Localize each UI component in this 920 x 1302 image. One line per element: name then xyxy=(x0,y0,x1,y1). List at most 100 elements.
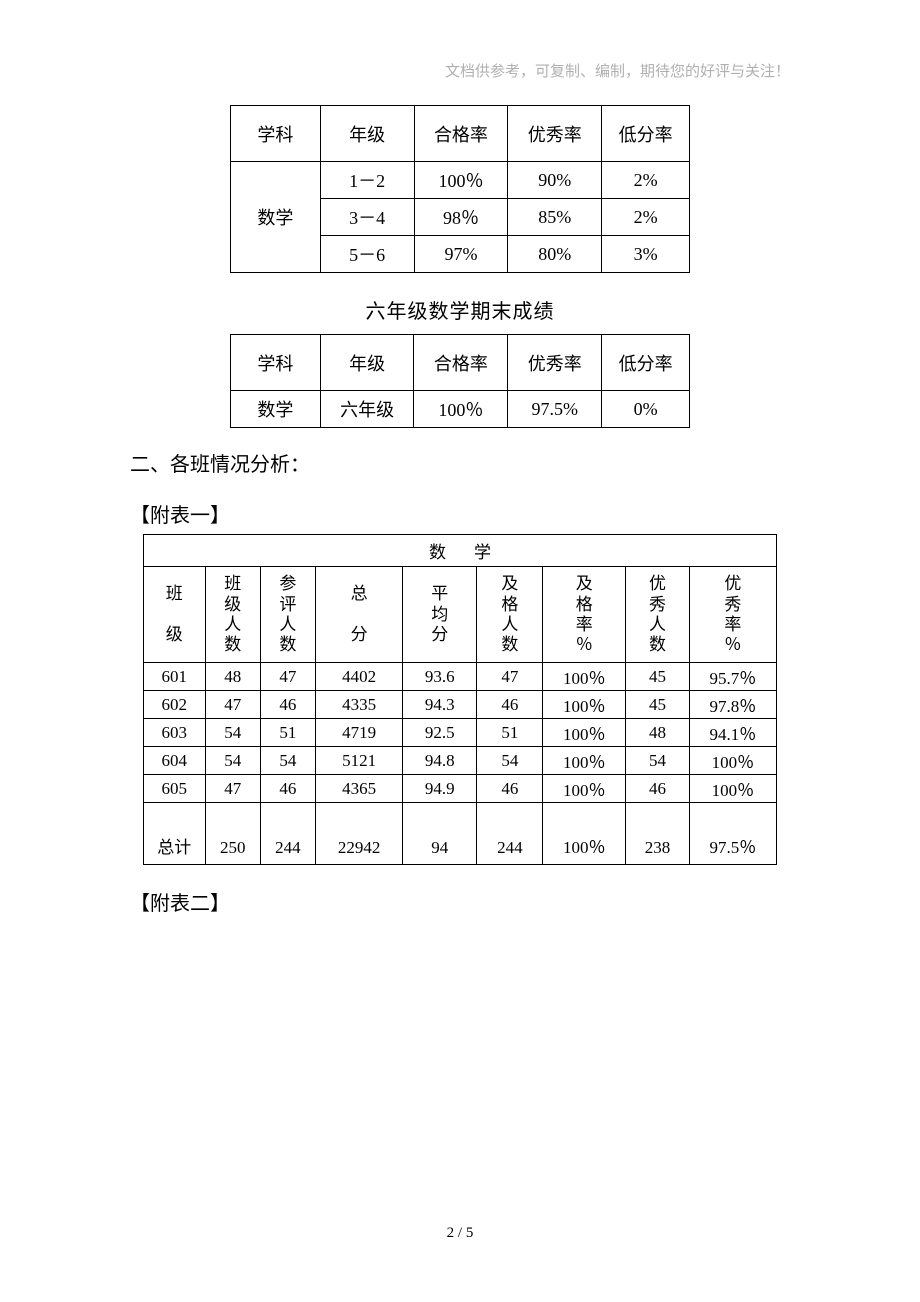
t3-total-size: 250 xyxy=(205,803,260,865)
t3-r1-size: 47 xyxy=(205,691,260,719)
summary-table-2: 学科 年级 合格率 优秀率 低分率 数学 六年级 100％ 97.5% 0% xyxy=(230,334,690,428)
t1-r0-excellent: 90% xyxy=(508,162,602,199)
t3-total-excr: 97.5％ xyxy=(689,803,776,865)
t1-r1-low: 2% xyxy=(602,199,690,236)
table-row: 604 54 54 5121 94.8 54 100％ 54 100％ xyxy=(144,747,777,775)
t3-r1-passn: 46 xyxy=(477,691,543,719)
t1-r0-grade: 1－2 xyxy=(320,162,414,199)
t3-r0-passn: 47 xyxy=(477,663,543,691)
t3-total-label: 总计 xyxy=(144,803,206,865)
t1-r2-grade: 5－6 xyxy=(320,236,414,273)
table-row: 605 47 46 4365 94.9 46 100％ 46 100％ xyxy=(144,775,777,803)
t1-r1-pass: 98％ xyxy=(414,199,508,236)
t3-total-passr: 100％ xyxy=(543,803,626,865)
t3-total-excn: 238 xyxy=(626,803,690,865)
t3-r3-passr: 100％ xyxy=(543,747,626,775)
t3-r4-excn: 46 xyxy=(626,775,690,803)
t3-r3-class: 604 xyxy=(144,747,206,775)
t3-r1-passr: 100％ xyxy=(543,691,626,719)
class-detail-table: 数学 班 级 班级人数 参评人数 总 分 平均分 及格人数 及格率％ 优秀人数 … xyxy=(143,534,777,865)
t2-low: 0% xyxy=(602,391,690,428)
t3-r3-total: 5121 xyxy=(316,747,403,775)
t2-col-grade: 年级 xyxy=(320,335,414,391)
t3-r1-total: 4335 xyxy=(316,691,403,719)
t3-r1-avg: 94.3 xyxy=(403,691,477,719)
t3-col-pass-rate: 及格率％ xyxy=(543,567,626,663)
t3-r1-excn: 45 xyxy=(626,691,690,719)
t3-r4-passn: 46 xyxy=(477,775,543,803)
t3-r3-eval: 54 xyxy=(260,747,315,775)
t3-col-total-score: 总 分 xyxy=(316,567,403,663)
t3-r3-passn: 54 xyxy=(477,747,543,775)
t3-col-excellent-rate: 优秀率％ xyxy=(689,567,776,663)
t3-col-eval-count: 参评人数 xyxy=(260,567,315,663)
t3-title: 数学 xyxy=(144,535,777,567)
t3-r0-passr: 100％ xyxy=(543,663,626,691)
t2-subject: 数学 xyxy=(231,391,321,428)
t3-r2-size: 54 xyxy=(205,719,260,747)
t3-r4-passr: 100％ xyxy=(543,775,626,803)
t3-total-total: 22942 xyxy=(316,803,403,865)
t3-r4-class: 605 xyxy=(144,775,206,803)
section-title-grade6: 六年级数学期末成绩 xyxy=(130,295,790,324)
t3-r0-eval: 47 xyxy=(260,663,315,691)
t1-r1-grade: 3－4 xyxy=(320,199,414,236)
t3-r2-passr: 100％ xyxy=(543,719,626,747)
table-row: 601 48 47 4402 93.6 47 100％ 45 95.7％ xyxy=(144,663,777,691)
watermark-text: 文档供参考，可复制、编制，期待您的好评与关注！ xyxy=(130,60,790,81)
t3-r3-excr: 100％ xyxy=(689,747,776,775)
t3-r2-excr: 94.1％ xyxy=(689,719,776,747)
t3-r2-passn: 51 xyxy=(477,719,543,747)
t3-r2-excn: 48 xyxy=(626,719,690,747)
t3-r0-excr: 95.7％ xyxy=(689,663,776,691)
t1-subject: 数学 xyxy=(231,162,321,273)
t1-col-low: 低分率 xyxy=(602,106,690,162)
t3-col-excellent-count: 优秀人数 xyxy=(626,567,690,663)
table-row: 602 47 46 4335 94.3 46 100％ 45 97.8％ xyxy=(144,691,777,719)
t2-col-subject: 学科 xyxy=(231,335,321,391)
t3-r4-excr: 100％ xyxy=(689,775,776,803)
t3-r0-avg: 93.6 xyxy=(403,663,477,691)
summary-table-1: 学科 年级 合格率 优秀率 低分率 数学 1－2 100％ 90% 2% 3－4… xyxy=(230,105,690,273)
t3-r0-total: 4402 xyxy=(316,663,403,691)
t1-r0-low: 2% xyxy=(602,162,690,199)
t3-total-avg: 94 xyxy=(403,803,477,865)
table-row: 603 54 51 4719 92.5 51 100％ 48 94.1％ xyxy=(144,719,777,747)
page-number: 2 / 5 xyxy=(0,1225,920,1242)
t2-col-excellent: 优秀率 xyxy=(508,335,602,391)
t3-r3-excn: 54 xyxy=(626,747,690,775)
t3-col-pass-count: 及格人数 xyxy=(477,567,543,663)
t3-r2-eval: 51 xyxy=(260,719,315,747)
t1-col-excellent: 优秀率 xyxy=(508,106,602,162)
t3-r2-avg: 92.5 xyxy=(403,719,477,747)
t1-col-subject: 学科 xyxy=(231,106,321,162)
table-total-row: 总计 250 244 22942 94 244 100％ 238 97.5％ xyxy=(144,803,777,865)
attach1-label: 【附表一】 xyxy=(130,499,790,528)
t3-r0-size: 48 xyxy=(205,663,260,691)
t1-r2-excellent: 80% xyxy=(508,236,602,273)
t1-r2-low: 3% xyxy=(602,236,690,273)
t3-r1-excr: 97.8％ xyxy=(689,691,776,719)
t3-r2-total: 4719 xyxy=(316,719,403,747)
t3-r4-avg: 94.9 xyxy=(403,775,477,803)
t3-r3-size: 54 xyxy=(205,747,260,775)
t2-col-low: 低分率 xyxy=(602,335,690,391)
t3-r1-eval: 46 xyxy=(260,691,315,719)
t3-total-passn: 244 xyxy=(477,803,543,865)
t1-col-pass: 合格率 xyxy=(414,106,508,162)
t3-r0-class: 601 xyxy=(144,663,206,691)
t3-total-eval: 244 xyxy=(260,803,315,865)
t3-col-avg-score: 平均分 xyxy=(403,567,477,663)
heading-class-analysis: 二、各班情况分析： xyxy=(130,448,790,477)
t2-grade: 六年级 xyxy=(320,391,414,428)
t3-col-class-size: 班级人数 xyxy=(205,567,260,663)
t3-r4-total: 4365 xyxy=(316,775,403,803)
t3-r1-class: 602 xyxy=(144,691,206,719)
t3-col-class: 班 级 xyxy=(144,567,206,663)
t3-r0-excn: 45 xyxy=(626,663,690,691)
t2-pass: 100％ xyxy=(414,391,508,428)
t1-r1-excellent: 85% xyxy=(508,199,602,236)
t3-r3-avg: 94.8 xyxy=(403,747,477,775)
t2-excellent: 97.5% xyxy=(508,391,602,428)
t3-r2-class: 603 xyxy=(144,719,206,747)
